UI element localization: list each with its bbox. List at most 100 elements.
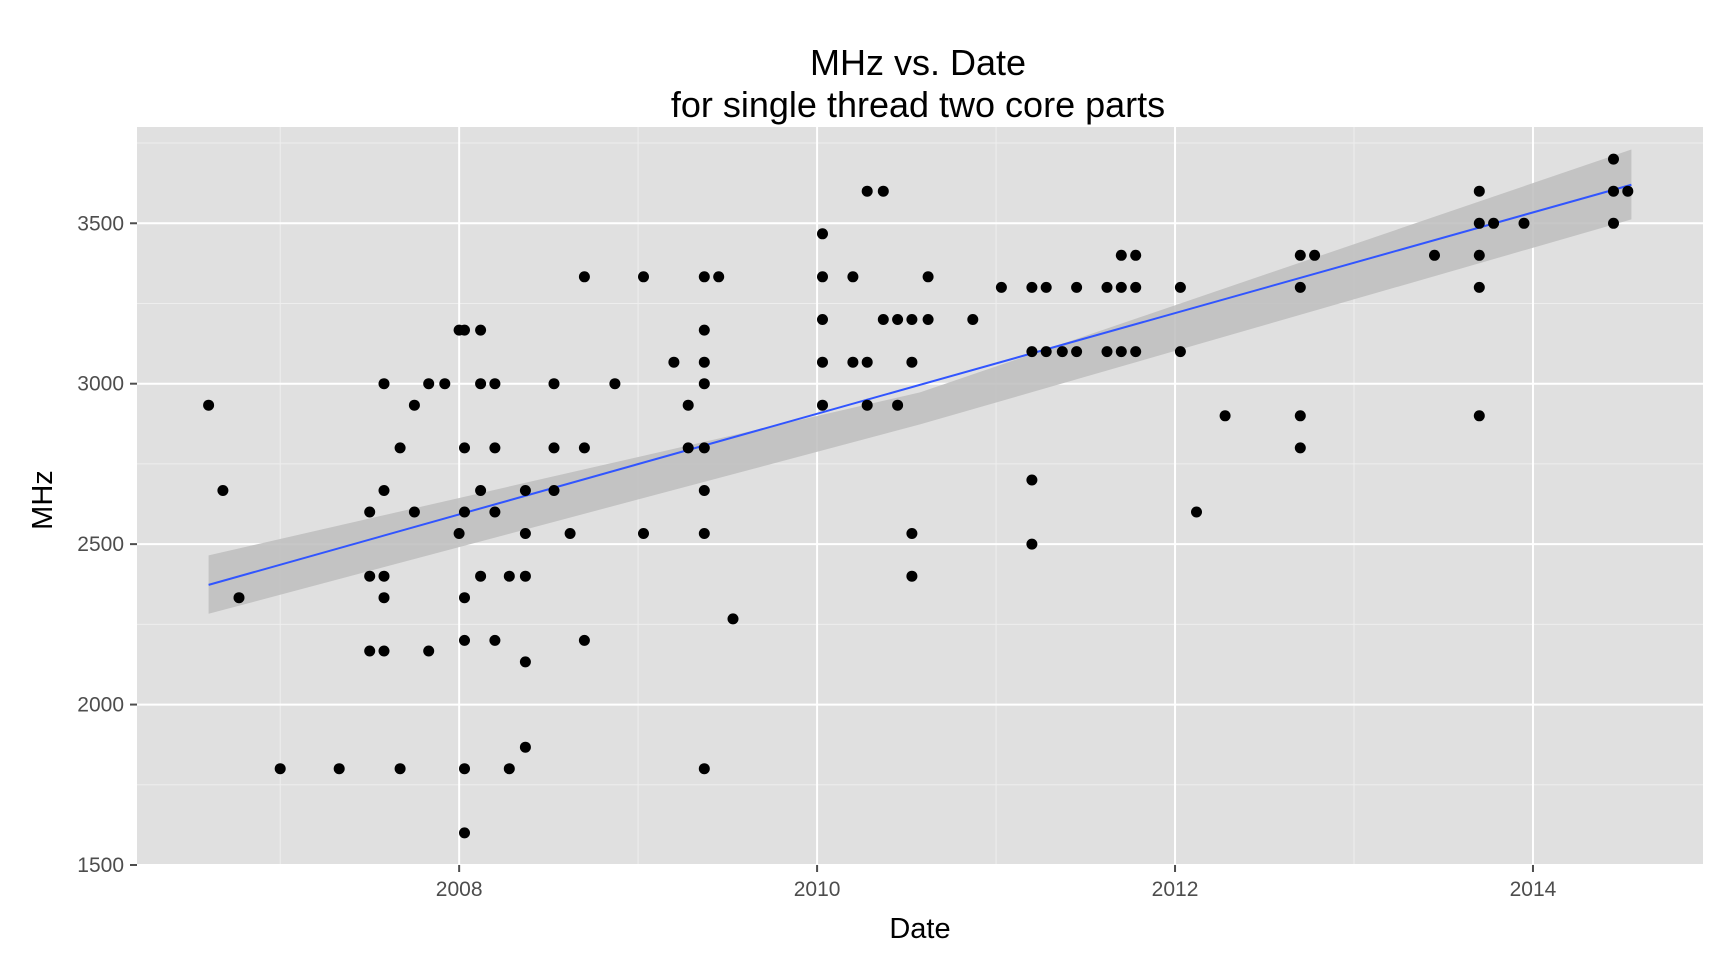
data-point	[1309, 249, 1321, 261]
data-point	[1473, 281, 1485, 293]
data-point	[453, 528, 465, 539]
data-point	[1473, 249, 1485, 261]
data-point	[967, 314, 979, 325]
x-tick-label: 2012	[1152, 878, 1199, 901]
data-point	[1219, 410, 1231, 422]
y-axis-ticks: 1500 2000 2500 3000 3500	[77, 212, 137, 877]
data-point	[817, 314, 828, 325]
data-point	[475, 485, 487, 496]
data-point	[698, 485, 710, 496]
data-point	[578, 442, 590, 454]
chart-subtitle: for single thread two core parts	[671, 84, 1165, 125]
data-point	[1026, 281, 1038, 293]
data-point	[1026, 346, 1038, 358]
data-point	[378, 378, 390, 390]
data-point	[698, 356, 710, 368]
data-point	[877, 314, 889, 325]
data-point	[548, 442, 560, 454]
data-point	[364, 506, 376, 518]
data-point	[378, 570, 390, 582]
data-point	[459, 763, 470, 775]
data-point	[394, 442, 406, 454]
data-point	[847, 271, 859, 283]
data-point	[861, 185, 873, 197]
data-point	[1115, 346, 1127, 358]
data-point	[1115, 249, 1127, 261]
data-point	[1294, 249, 1306, 261]
y-tick-label: 2000	[77, 694, 124, 717]
data-point	[1040, 281, 1052, 293]
data-point	[233, 592, 245, 604]
data-point	[1294, 410, 1306, 422]
y-tick-label: 3500	[77, 212, 124, 235]
data-point	[503, 570, 515, 582]
data-point	[503, 763, 515, 775]
data-point	[682, 442, 694, 454]
data-point	[698, 528, 710, 539]
trend-line	[208, 183, 1632, 586]
data-point	[995, 281, 1007, 293]
data-point	[892, 399, 904, 411]
data-point	[847, 356, 859, 368]
data-point	[203, 399, 215, 411]
data-point	[1518, 217, 1530, 229]
data-point	[817, 399, 828, 411]
data-point	[1488, 217, 1500, 229]
data-point	[922, 314, 934, 325]
data-point	[1130, 281, 1142, 293]
confidence-band	[208, 149, 1632, 614]
data-point	[1473, 410, 1485, 422]
data-point	[364, 570, 376, 582]
data-point	[423, 378, 435, 390]
data-point	[1130, 346, 1142, 358]
data-point	[861, 399, 873, 411]
data-point	[817, 228, 828, 240]
data-point	[1130, 249, 1142, 261]
data-point	[682, 399, 694, 411]
data-point	[1115, 281, 1127, 293]
data-point	[548, 378, 560, 390]
data-point	[217, 485, 229, 496]
y-tick-label: 3000	[77, 373, 124, 396]
chart-title: MHz vs. Date	[810, 42, 1026, 83]
data-point	[638, 271, 649, 283]
data-point	[1294, 281, 1306, 293]
data-point	[378, 592, 390, 604]
data-point	[378, 485, 390, 496]
data-point	[578, 271, 590, 283]
data-point	[394, 763, 406, 775]
data-point	[519, 528, 531, 539]
data-point	[906, 356, 918, 368]
data-point	[609, 378, 621, 390]
data-point	[713, 271, 725, 283]
data-point	[489, 378, 501, 390]
data-point	[892, 314, 904, 325]
data-point	[698, 378, 710, 390]
data-point	[489, 442, 501, 454]
data-points-layer	[203, 153, 1634, 839]
data-point	[1174, 346, 1186, 358]
data-point	[378, 645, 390, 657]
data-point	[519, 741, 531, 753]
data-point	[817, 356, 828, 368]
data-point	[274, 763, 286, 775]
data-point	[1040, 346, 1052, 358]
data-point	[1026, 474, 1038, 486]
data-point	[668, 356, 680, 368]
y-axis-title: MHz	[27, 470, 59, 530]
data-point	[578, 634, 590, 646]
data-point	[1429, 249, 1440, 261]
data-point	[459, 506, 470, 518]
data-point	[459, 634, 470, 646]
data-point	[475, 378, 487, 390]
data-point	[906, 528, 918, 539]
data-point	[906, 314, 918, 325]
data-point	[1294, 442, 1306, 454]
data-point	[408, 399, 420, 411]
data-point	[906, 570, 918, 582]
data-point	[1174, 281, 1186, 293]
data-point	[333, 763, 345, 775]
x-tick-label: 2014	[1510, 878, 1557, 901]
data-point	[459, 827, 470, 839]
data-point	[489, 634, 501, 646]
